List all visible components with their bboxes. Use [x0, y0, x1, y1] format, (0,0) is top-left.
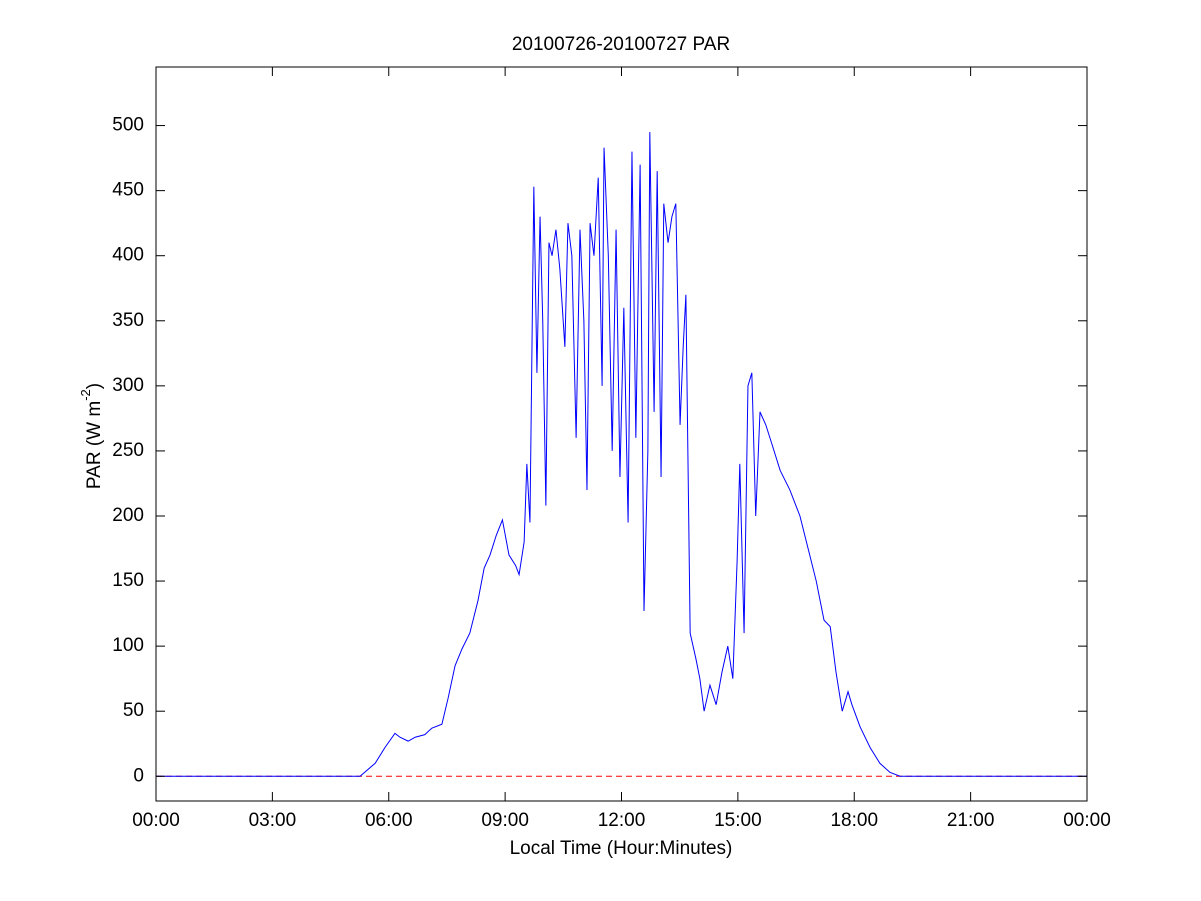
y-tick-label: 150 [112, 570, 144, 591]
x-tick-label: 06:00 [365, 810, 413, 831]
y-tick-label: 350 [112, 310, 144, 331]
y-tick-label: 450 [112, 180, 144, 201]
x-tick-label: 15:00 [714, 810, 762, 831]
x-tick-label: 00:00 [1063, 810, 1111, 831]
y-label-superscript: -2 [78, 389, 93, 401]
y-tick-label: 100 [112, 635, 144, 656]
y-tick-label: 200 [112, 505, 144, 526]
y-tick-label: 250 [112, 440, 144, 461]
x-tick-label: 00:00 [132, 810, 180, 831]
data-line [156, 132, 1087, 777]
x-tick-label: 18:00 [830, 810, 878, 831]
x-tick-label: 09:00 [481, 810, 529, 831]
y-tick-label: 500 [112, 115, 144, 136]
x-tick-label: 12:00 [598, 810, 646, 831]
y-label-text: PAR (W m [84, 401, 105, 489]
y-axis-label: PAR (W m-2) [78, 383, 105, 489]
x-tick-label: 03:00 [249, 810, 297, 831]
y-tick-label: 300 [112, 375, 144, 396]
y-label-text: ) [84, 383, 105, 389]
y-tick-label: 50 [123, 700, 144, 721]
x-tick-label: 21:00 [947, 810, 995, 831]
chart-title: 20100726-20100727 PAR [512, 34, 730, 55]
y-tick-label: 400 [112, 245, 144, 266]
x-axis-label: Local Time (Hour:Minutes) [510, 838, 733, 859]
y-tick-label: 0 [133, 765, 144, 786]
